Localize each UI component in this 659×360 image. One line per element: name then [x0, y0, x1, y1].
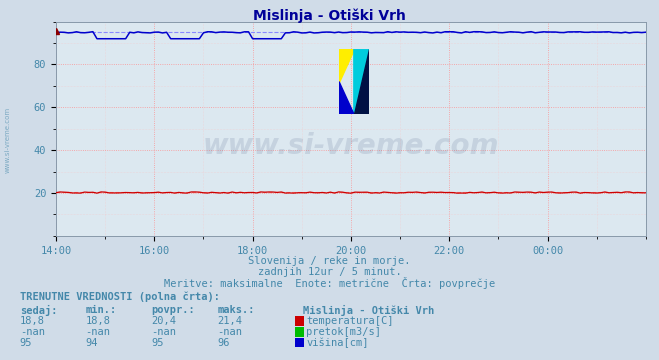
- Text: 95: 95: [20, 338, 32, 348]
- Text: temperatura[C]: temperatura[C]: [306, 316, 394, 326]
- Text: sedaj:: sedaj:: [20, 305, 57, 316]
- Text: Mislinja - Otiški Vrh: Mislinja - Otiški Vrh: [303, 305, 434, 316]
- Text: www.si-vreme.com: www.si-vreme.com: [5, 107, 11, 174]
- Text: Mislinja - Otiški Vrh: Mislinja - Otiški Vrh: [253, 9, 406, 23]
- Text: TRENUTNE VREDNOSTI (polna črta):: TRENUTNE VREDNOSTI (polna črta):: [20, 292, 219, 302]
- Text: Slovenija / reke in morje.: Slovenija / reke in morje.: [248, 256, 411, 266]
- Polygon shape: [354, 49, 368, 114]
- Text: Meritve: maksimalne  Enote: metrične  Črta: povprečje: Meritve: maksimalne Enote: metrične Črta…: [164, 276, 495, 289]
- Text: 96: 96: [217, 338, 230, 348]
- Text: min.:: min.:: [86, 305, 117, 315]
- Polygon shape: [339, 82, 354, 114]
- Text: -nan: -nan: [152, 327, 177, 337]
- Text: povpr.:: povpr.:: [152, 305, 195, 315]
- Text: 94: 94: [86, 338, 98, 348]
- Polygon shape: [339, 49, 354, 82]
- Text: 18,8: 18,8: [86, 316, 111, 326]
- Text: 95: 95: [152, 338, 164, 348]
- Text: višina[cm]: višina[cm]: [306, 338, 369, 348]
- Text: zadnjih 12ur / 5 minut.: zadnjih 12ur / 5 minut.: [258, 267, 401, 277]
- Text: 18,8: 18,8: [20, 316, 45, 326]
- Text: 21,4: 21,4: [217, 316, 243, 326]
- Text: pretok[m3/s]: pretok[m3/s]: [306, 327, 382, 337]
- Text: 20,4: 20,4: [152, 316, 177, 326]
- Text: -nan: -nan: [217, 327, 243, 337]
- Text: www.si-vreme.com: www.si-vreme.com: [203, 132, 499, 160]
- Text: maks.:: maks.:: [217, 305, 255, 315]
- Polygon shape: [354, 49, 368, 114]
- Text: -nan: -nan: [20, 327, 45, 337]
- Text: -nan: -nan: [86, 327, 111, 337]
